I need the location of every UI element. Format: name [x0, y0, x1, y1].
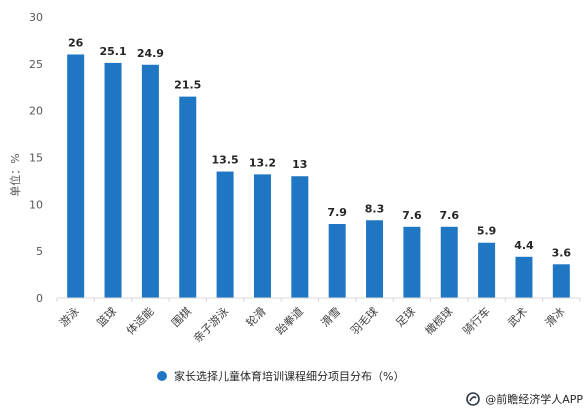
- bar: [440, 226, 458, 298]
- x-tick-label: 羽毛球: [347, 304, 380, 337]
- data-label: 4.4: [514, 239, 534, 252]
- bar: [403, 226, 421, 298]
- x-tick-label: 亲子游泳: [190, 304, 231, 345]
- data-label: 3.6: [552, 246, 572, 259]
- data-labels: 26 25.1 24.9 21.5 13.5 13.2 13 7.9 8.3 7.6 7.6 5.9 4…: [68, 36, 571, 259]
- data-label: 8.3: [365, 202, 385, 215]
- bar: [179, 96, 197, 298]
- data-label: 7.9: [327, 206, 347, 219]
- data-label: 5.9: [477, 225, 497, 238]
- y-tick-label: 0: [36, 292, 43, 305]
- x-tick-label: 跆拳道: [273, 304, 306, 337]
- bar: [253, 174, 271, 298]
- bar: [328, 224, 346, 298]
- data-label: 21.5: [174, 79, 201, 92]
- x-tick-label: 足球: [393, 304, 418, 329]
- y-tick-label: 15: [29, 152, 43, 165]
- bar: [216, 171, 234, 298]
- legend: 家长选择儿童体育培训课程细分项目分布（%）: [157, 368, 404, 384]
- x-tick-label: 滑雪: [319, 305, 344, 330]
- bar: [67, 54, 85, 298]
- bar: [478, 242, 496, 298]
- y-tick-label: 10: [29, 198, 43, 211]
- y-axis-label: 单位：%: [8, 153, 22, 196]
- legend-label: 家长选择儿童体育培训课程细分项目分布（%）: [174, 370, 405, 383]
- source-text: @前瞻经济学人APP: [485, 393, 583, 406]
- data-label: 13.2: [249, 156, 276, 169]
- bar: [104, 62, 122, 298]
- x-tick-label: 橄榄球: [422, 304, 455, 337]
- x-tick-label: 篮球: [94, 304, 119, 329]
- x-tick-label: 骑行车: [459, 304, 492, 337]
- bar: [515, 256, 533, 298]
- y-tick-label: 20: [29, 105, 43, 118]
- x-tick-label: 游泳: [56, 304, 81, 329]
- data-label: 13.5: [212, 154, 239, 167]
- data-label: 26: [68, 36, 84, 49]
- bar: [366, 220, 384, 298]
- data-label: 24.9: [137, 47, 164, 60]
- x-tick-label: 体适能: [123, 304, 156, 337]
- y-tick-label: 5: [36, 245, 43, 258]
- qianzhan-logo-icon: [466, 392, 481, 406]
- data-label: 25.1: [99, 45, 126, 58]
- bar: [552, 264, 570, 298]
- bar: [291, 176, 309, 298]
- x-tick-label: 武术: [505, 305, 530, 330]
- y-tick-label: 30: [29, 11, 43, 24]
- legend-marker: [157, 371, 167, 381]
- data-label: 13: [292, 158, 307, 171]
- bar: [141, 64, 159, 299]
- data-label: 7.6: [402, 209, 422, 222]
- source-credit: @前瞻经济学人APP: [466, 391, 583, 407]
- x-tick-label: 轮滑: [243, 304, 268, 329]
- y-axis: 0 5 10 15 20 25 30: [29, 11, 43, 305]
- bars: [67, 54, 570, 299]
- x-tick-label: 滑冰: [543, 305, 568, 330]
- data-label: 7.6: [440, 209, 460, 222]
- y-tick-label: 25: [29, 58, 43, 71]
- x-tick-label: 围棋: [168, 304, 193, 329]
